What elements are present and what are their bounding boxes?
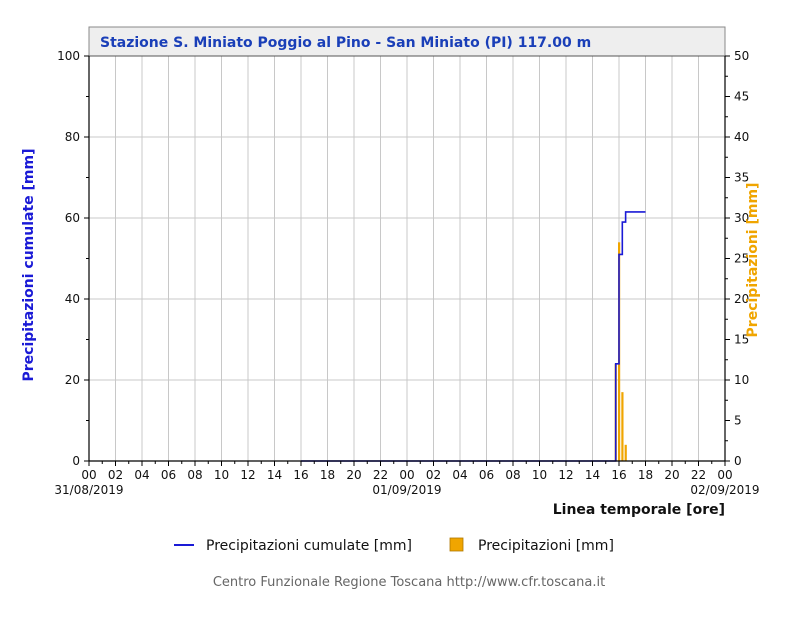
y-tick-label-right: 45 <box>734 90 749 104</box>
y-tick-label-right: 25 <box>734 252 749 266</box>
legend-label-precip: Precipitazioni [mm] <box>478 538 614 554</box>
x-tick-label: 20 <box>346 468 361 482</box>
y-tick-label-right: 5 <box>734 414 742 428</box>
x-tick-label: 00 <box>399 468 414 482</box>
footer-credit: Centro Funzionale Regione Toscana http:/… <box>213 575 605 590</box>
y-tick-label-left: 100 <box>57 49 80 63</box>
legend: Precipitazioni cumulate [mm] Precipitazi… <box>174 537 614 554</box>
x-tick-label: 16 <box>611 468 626 482</box>
x-tick-label: 00 <box>717 468 732 482</box>
x-tick-label: 18 <box>320 468 335 482</box>
y-ticks-left: 0 20 40 60 80 100 <box>57 49 89 468</box>
y-tick-label-left: 80 <box>65 130 80 144</box>
y-tick-label-left: 40 <box>65 292 80 306</box>
y-tick-label-right: 35 <box>734 171 749 185</box>
x-date-label: 01/09/2019 <box>372 483 441 497</box>
x-tick-label: 22 <box>691 468 706 482</box>
y-tick-label-right: 40 <box>734 130 749 144</box>
y-axis-label-left: Precipitazioni cumulate [mm] <box>21 148 37 381</box>
x-tick-label: 10 <box>532 468 547 482</box>
x-tick-label: 04 <box>134 468 149 482</box>
x-tick-label: 12 <box>558 468 573 482</box>
x-tick-label: 18 <box>638 468 653 482</box>
x-tick-label: 12 <box>240 468 255 482</box>
x-ticks: 00 02 04 06 08 10 12 14 16 18 20 22 00 02 04 06 08 10 12 14… <box>54 461 760 497</box>
x-tick-label: 06 <box>161 468 176 482</box>
legend-bar-swatch <box>449 537 464 552</box>
x-tick-label: 10 <box>214 468 229 482</box>
x-tick-label: 02 <box>426 468 441 482</box>
chart-title: Stazione S. Miniato Poggio al Pino - San… <box>100 35 591 51</box>
x-date-label: 02/09/2019 <box>690 483 759 497</box>
y-tick-label-right: 20 <box>734 292 749 306</box>
y-tick-label-right: 0 <box>734 454 742 468</box>
x-tick-label: 14 <box>267 468 282 482</box>
y-tick-label-right: 15 <box>734 333 749 347</box>
x-tick-label: 20 <box>664 468 679 482</box>
y-tick-label-left: 20 <box>65 373 80 387</box>
x-tick-label: 00 <box>81 468 96 482</box>
precip-bar <box>624 444 627 461</box>
x-tick-label: 02 <box>108 468 123 482</box>
y-tick-label-right: 50 <box>734 49 749 63</box>
title-bar <box>88 26 726 57</box>
x-tick-label: 06 <box>479 468 494 482</box>
x-tick-label: 04 <box>452 468 467 482</box>
x-tick-label: 08 <box>505 468 520 482</box>
x-tick-label: 22 <box>373 468 388 482</box>
x-axis-label: Linea temporale [ore] <box>553 502 725 518</box>
x-tick-label: 14 <box>585 468 600 482</box>
y-tick-label-right: 30 <box>734 211 749 225</box>
y-tick-label-left: 0 <box>72 454 80 468</box>
legend-label-cumulative: Precipitazioni cumulate [mm] <box>206 538 412 554</box>
y-tick-label-left: 60 <box>65 211 80 225</box>
x-date-label: 31/08/2019 <box>54 483 123 497</box>
y-ticks-right: 0 5 10 15 20 25 30 35 40 45 50 <box>725 49 749 468</box>
precip-bar <box>621 392 624 461</box>
x-tick-label: 08 <box>187 468 202 482</box>
y-axis-label-right: Precipitazioni [mm] <box>745 183 761 338</box>
x-tick-label: 16 <box>293 468 308 482</box>
y-tick-label-right: 10 <box>734 373 749 387</box>
